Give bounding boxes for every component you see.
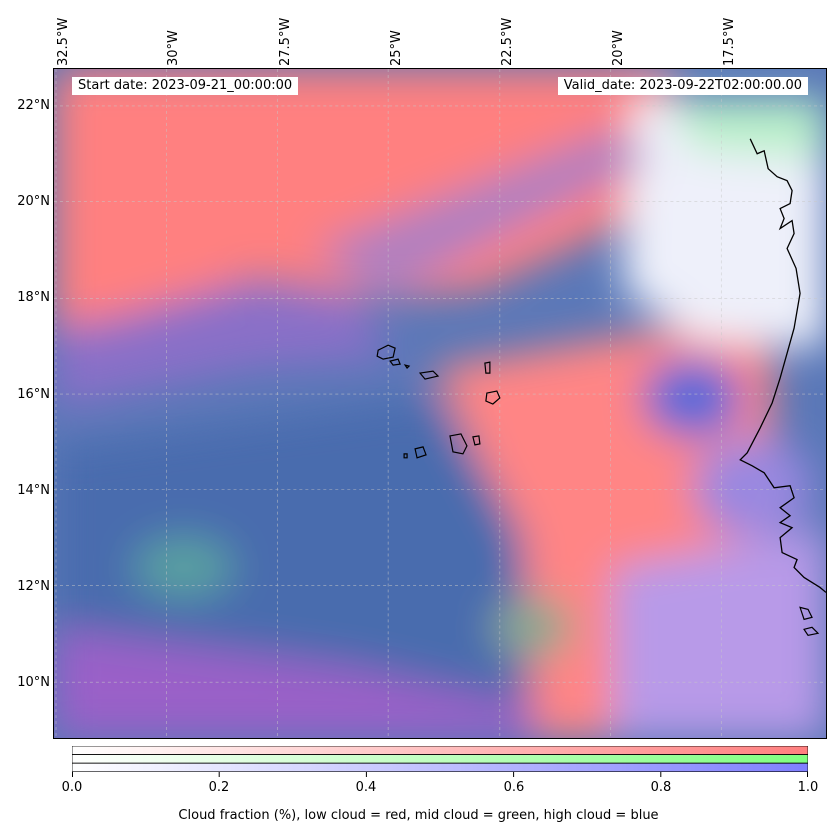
lat-label-22n: 22°N <box>17 98 50 113</box>
colorbar-ticks <box>72 772 808 777</box>
coastline-africa <box>739 138 826 593</box>
colorbar-tick-0-8: 0.8 <box>650 780 672 795</box>
colorbar-high-cloud <box>72 762 808 772</box>
colorbar-tick-0-4: 0.4 <box>355 780 377 795</box>
colorbar <box>72 746 808 772</box>
colorbar-mid-cloud <box>72 754 808 764</box>
lon-label-20w: 20°W <box>611 30 626 66</box>
cloud-field <box>54 69 826 738</box>
lat-label-12n: 12°N <box>17 579 50 594</box>
lon-label-30w: 30°W <box>166 30 181 66</box>
lon-label-25w: 25°W <box>389 30 404 66</box>
lon-label-17-5w: 17.5°W <box>722 17 737 66</box>
map-canvas <box>54 69 826 738</box>
lat-label-10n: 10°N <box>17 675 50 690</box>
colorbar-tick-0: 0.0 <box>61 780 83 795</box>
colorbar-tick-0-6: 0.6 <box>503 780 525 795</box>
islands <box>376 344 501 459</box>
colorbar-label: Cloud fraction (%), low cloud = red, mid… <box>178 808 659 823</box>
colorbar-low-cloud <box>72 746 808 756</box>
lon-label-32-5w: 32.5°W <box>56 17 71 66</box>
lat-label-20n: 20°N <box>17 194 50 209</box>
colorbar-tick-1: 1.0 <box>797 780 819 795</box>
lat-label-16n: 16°N <box>17 387 50 402</box>
lat-label-18n: 18°N <box>17 290 50 305</box>
valid-date-label: Valid_date: 2023-09-22T02:00:00.00 <box>557 77 808 95</box>
lon-label-27-5w: 27.5°W <box>278 17 293 66</box>
cloud-fraction-map[interactable]: Start date: 2023-09-21_00:00:00 Valid_da… <box>53 68 827 739</box>
graticule <box>54 69 826 738</box>
lon-label-22-5w: 22.5°W <box>500 17 515 66</box>
colorbar-tick-0-2: 0.2 <box>208 780 230 795</box>
lat-label-14n: 14°N <box>17 483 50 498</box>
start-date-label: Start date: 2023-09-21_00:00:00 <box>72 77 299 95</box>
